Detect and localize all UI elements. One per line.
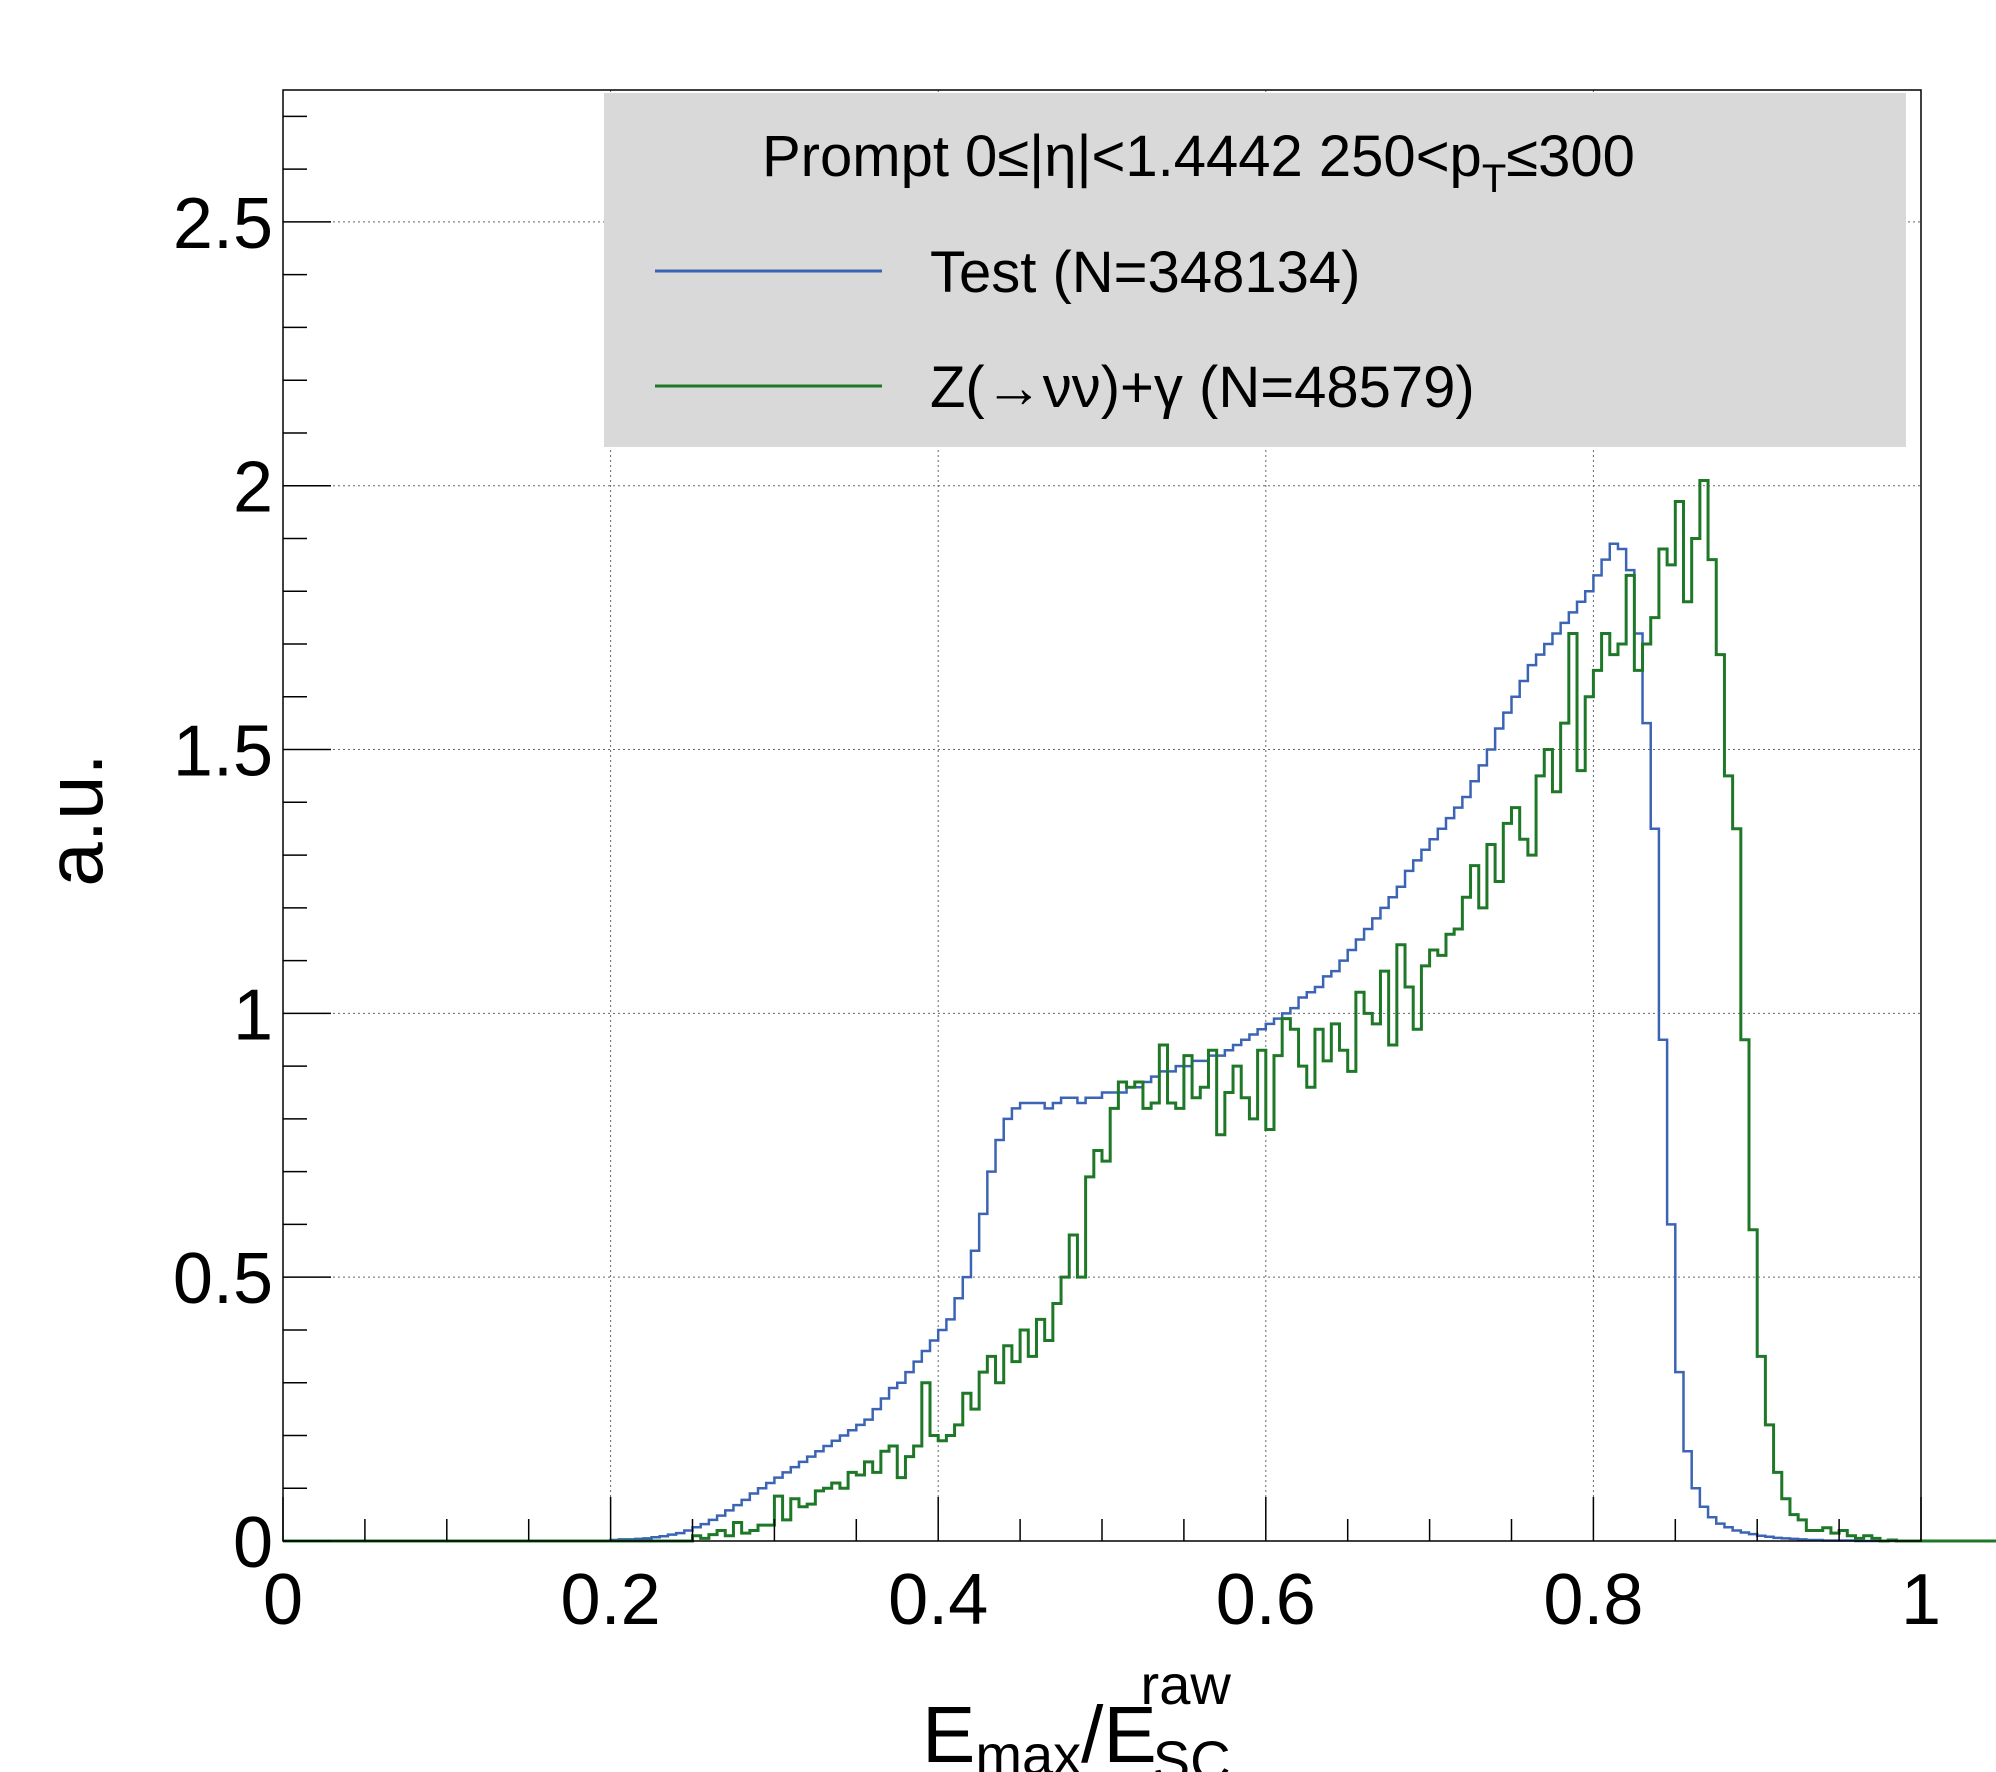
- x-tick-label-4: 0.8: [1543, 1560, 1643, 1640]
- x-axis-title-sub: max: [975, 1723, 1081, 1772]
- x-tick-label-2: 0.4: [888, 1560, 988, 1640]
- legend-header-suffix: ≤300: [1506, 124, 1635, 189]
- series-line-znunu: [283, 478, 1996, 1543]
- y-axis-title: a.u.: [30, 753, 119, 886]
- y-tick-label-5: 2.5: [173, 184, 273, 264]
- legend-label-test: Test (N=348134): [930, 240, 1360, 305]
- x-axis-title: Emax/ESC raw: [922, 1653, 1231, 1772]
- x-tick-label-1: 0.2: [561, 1560, 661, 1640]
- legend-header-sub: T: [1482, 157, 1506, 201]
- x-tick-label-5: 1: [1901, 1560, 1941, 1640]
- x-axis-title-main: E: [922, 1690, 975, 1772]
- y-tick-label-1: 0.5: [173, 1239, 273, 1319]
- x-axis-title-sup2: raw: [1141, 1653, 1232, 1716]
- tick-labels: 0 0.2 0.4 0.6 0.8 1 0 0.5 1 1.5 2 2.5: [173, 184, 1941, 1640]
- x-axis-title-slash: /E: [1081, 1690, 1157, 1772]
- x-axis-title-sub2: SC: [1153, 1729, 1231, 1772]
- legend: Prompt 0≤|η|<1.4442 250<pT≤300 Test (N=3…: [604, 93, 1906, 447]
- axis-ticks: [282, 115, 1922, 1542]
- x-tick-label-0: 0: [263, 1560, 303, 1640]
- legend-header-prefix: Prompt 0≤|η|<1.4442 250<p: [762, 124, 1482, 189]
- y-tick-label-4: 2: [233, 448, 273, 528]
- legend-header: Prompt 0≤|η|<1.4442 250<pT≤300: [762, 124, 1635, 201]
- y-tick-label-0: 0: [233, 1503, 273, 1583]
- series-group: [283, 478, 1996, 1543]
- series-line-test: [283, 542, 1996, 1543]
- legend-label-znunu: Z(→νν)+γ (N=48579): [930, 355, 1475, 420]
- y-tick-label-2: 1: [233, 975, 273, 1055]
- x-tick-label-3: 0.6: [1216, 1560, 1316, 1640]
- y-tick-label-3: 1.5: [173, 712, 273, 792]
